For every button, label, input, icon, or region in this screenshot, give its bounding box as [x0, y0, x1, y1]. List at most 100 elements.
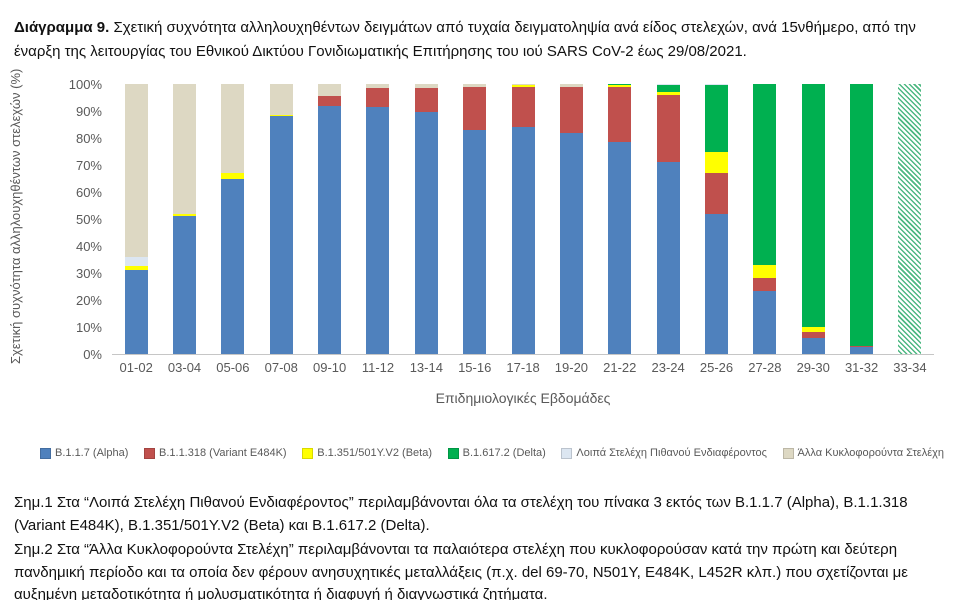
chart-caption: Διάγραμμα 9. Σχετική συχνότητα αλληλουχη…: [14, 16, 948, 64]
bar-segment: [559, 86, 583, 133]
bar-segment: [801, 332, 825, 338]
x-tick-label: 17-18: [506, 360, 540, 375]
x-tick-label: 15-16: [458, 360, 492, 375]
legend-swatch-icon: [40, 447, 51, 459]
bar-segment: [366, 106, 390, 354]
bar-segment: [608, 85, 632, 87]
x-axis-title: Επιδημιολογικές Εβδομάδες: [435, 390, 611, 406]
bar-segment: [898, 84, 922, 354]
bar-segment: [318, 84, 342, 97]
bar-segment: [463, 84, 487, 87]
bar-slot: [257, 84, 305, 354]
bar-segment: [124, 84, 148, 257]
footnote-1: Σημ.1 Στα “Λοιπά Στελέχη Πιθανού Ενδιαφέ…: [14, 494, 908, 534]
bar-segment: [511, 85, 535, 87]
legend-swatch-icon: [782, 447, 794, 459]
bar-segment: [269, 84, 293, 116]
legend-label: Λοιπά Στελέχη Πιθανού Ενδιαφέροντος: [576, 447, 767, 459]
bar-segment: [124, 266, 148, 271]
legend-label: B.1.1.7 (Alpha): [55, 447, 129, 459]
bar-segment: [850, 347, 874, 354]
stacked-bar-01-02: [124, 84, 148, 354]
bar-segment: [414, 88, 438, 113]
stacked-bar-19-20: [559, 84, 583, 354]
x-tick-label: 25-26: [699, 360, 734, 375]
bar-slot: [789, 84, 837, 354]
bar-segment: [559, 132, 583, 354]
legend-label: B.1.351/501Y.V2 (Beta): [317, 447, 433, 459]
legend-swatch-icon: [302, 447, 314, 459]
stacked-bar-17-18: [511, 84, 535, 354]
bar-segment: [656, 85, 680, 93]
x-tick-label: 29-30: [796, 360, 830, 375]
bar-segment: [608, 86, 632, 143]
x-tick-label: 05-06: [216, 360, 250, 375]
bar-slot: [644, 84, 692, 354]
stacked-bar-13-14: [414, 84, 438, 354]
chart-caption-number: Διάγραμμα 9.: [14, 19, 110, 36]
bar-segment: [221, 173, 245, 179]
chart-legend: B.1.1.7 (Alpha) B.1.1.318 (Variant E484K)…: [40, 447, 944, 459]
bar-segment: [656, 162, 680, 354]
x-tick-label: 01-02: [119, 360, 153, 375]
stacked-bar-07-08: [269, 84, 293, 354]
bar-slot: [402, 84, 450, 354]
bar-slot: [837, 84, 885, 354]
bar-slot: [112, 84, 160, 354]
stacked-bar-21-22: [608, 84, 632, 354]
bar-slot: [451, 84, 499, 354]
stacked-bar-15-16: [463, 84, 487, 354]
bar-segment: [221, 84, 245, 174]
bar-segment: [511, 127, 535, 354]
bar-slot: [886, 84, 934, 354]
legend-swatch-icon: [144, 447, 155, 459]
bar-slot: [547, 84, 595, 354]
stacked-bar-29-30: [801, 84, 825, 354]
y-axis-title: Σχετική συχνότητα αλληλουχηθέντων στελεχ…: [8, 68, 23, 364]
bar-slot: [596, 84, 644, 354]
x-tick-label: 11-12: [361, 360, 395, 375]
bar-segment: [124, 270, 148, 354]
bar-slot: [209, 84, 257, 354]
bar-segment: [801, 84, 825, 328]
bar-segment: [366, 88, 390, 107]
legend-item: B.1.617.2 (Delta): [447, 447, 546, 459]
bar-segment: [414, 84, 438, 89]
bar-segment: [269, 115, 293, 117]
bar-segment: [173, 216, 197, 354]
x-tick-label: 33-34: [893, 360, 927, 375]
bar-segment: [463, 86, 487, 130]
legend-swatch-icon: [561, 447, 573, 459]
bar-segment: [463, 129, 487, 354]
x-tick-label: 13-14: [409, 360, 443, 375]
x-axis-labels: 01-02 03-04 05-06 07-08 09-10 11-12 13-14 15-16…: [112, 360, 934, 375]
bar-segment: [318, 96, 342, 106]
legend-item: Λοιπά Στελέχη Πιθανού Ενδιαφέροντος: [561, 447, 767, 459]
bar-slot: [160, 84, 208, 354]
stacked-bar-09-10: [318, 84, 342, 354]
y-axis-ticks: 100% 90% 80% 70% 60% 50% 40% 30% 20% 10% 0%: [68, 76, 102, 362]
plot-area: [112, 84, 934, 355]
bar-segment: [753, 264, 777, 279]
legend-item: B.1.1.7 (Alpha): [40, 447, 128, 459]
bar-segment: [753, 278, 777, 291]
bar-segment: [124, 256, 148, 267]
stacked-bar-05-06: [221, 84, 245, 354]
stacked-bar-31-32: [850, 84, 874, 354]
legend-label: Άλλα Κυκλοφορούντα Στελέχη: [797, 447, 944, 459]
x-tick-label: 23-24: [651, 360, 685, 375]
stacked-bar-03-04: [173, 84, 197, 354]
bar-segment: [173, 84, 197, 214]
bar-segment: [414, 112, 438, 354]
bar-segment: [511, 86, 535, 128]
bar-segment: [608, 84, 632, 86]
bar-segment: [850, 345, 874, 348]
bar-segment: [753, 290, 777, 354]
chart-caption-text: Σχετική συχνότητα αλληλουχηθέντων δειγμά…: [14, 19, 916, 60]
bar-segment: [608, 142, 632, 354]
bar-slot: [354, 84, 402, 354]
legend-item: B.1.351/501Y.V2 (Beta): [302, 447, 432, 459]
bar-segment: [221, 178, 245, 354]
bar-segment: [850, 84, 874, 346]
stacked-bar-27-28: [753, 84, 777, 354]
